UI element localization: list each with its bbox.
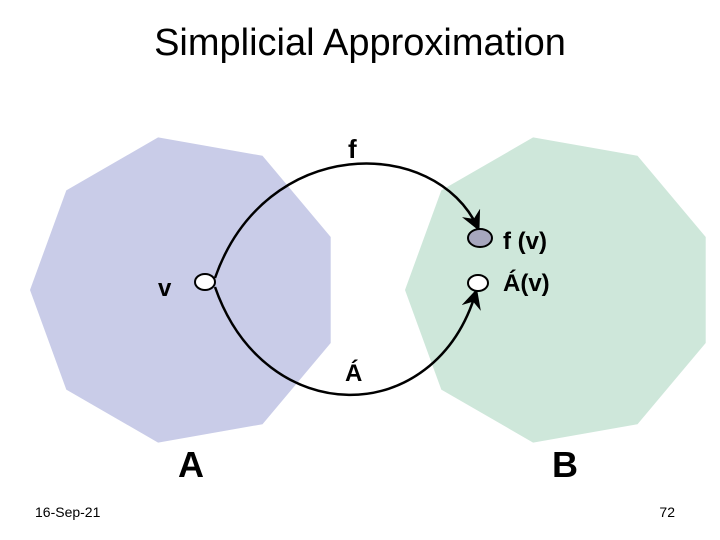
label-v: v <box>158 275 171 303</box>
node-v <box>195 274 215 290</box>
node-f-of-v <box>468 229 492 247</box>
label-f: f <box>348 134 357 165</box>
footer-page-number: 72 <box>659 504 675 520</box>
label-a: A <box>178 444 204 486</box>
footer-date: 16-Sep-21 <box>35 504 100 520</box>
polygon-a <box>30 137 331 442</box>
label-f-of-v: f (v) <box>503 228 547 256</box>
polygon-b <box>405 137 706 442</box>
label-b: B <box>552 444 578 486</box>
label-phi: Á <box>345 360 362 388</box>
diagram-svg <box>0 0 720 540</box>
label-phi-of-v: Á(v) <box>503 270 550 298</box>
node-phi-of-v <box>468 275 488 291</box>
